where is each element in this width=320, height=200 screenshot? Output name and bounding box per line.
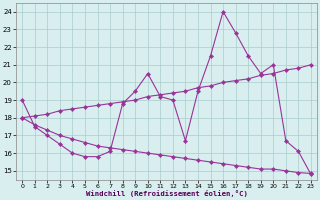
X-axis label: Windchill (Refroidissement éolien,°C): Windchill (Refroidissement éolien,°C) [86,190,248,197]
